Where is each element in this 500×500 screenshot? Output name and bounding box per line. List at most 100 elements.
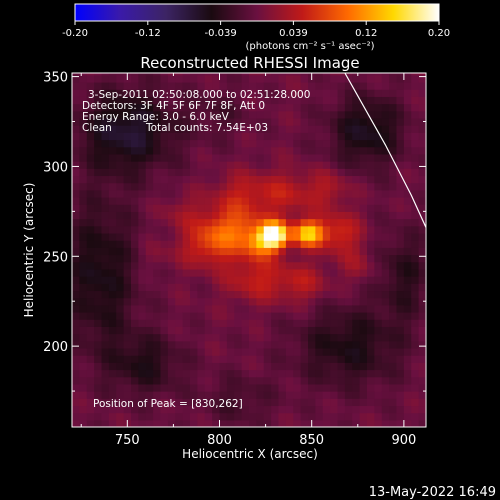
heatmap-cell xyxy=(271,161,280,169)
heatmap-cell xyxy=(175,225,184,234)
heatmap-cell xyxy=(219,412,228,421)
heatmap-cell xyxy=(153,218,162,227)
heatmap-cell xyxy=(330,326,339,335)
heatmap-cell xyxy=(175,218,184,227)
heatmap-cell xyxy=(367,73,375,76)
heatmap-cell xyxy=(352,103,361,112)
heatmap-cell xyxy=(79,110,88,119)
heatmap-cell xyxy=(226,290,235,299)
heatmap-cell xyxy=(86,326,95,335)
heatmap-cell xyxy=(116,117,125,126)
heatmap-cell xyxy=(381,189,390,198)
heatmap-cell xyxy=(123,232,132,241)
heatmap-cell xyxy=(389,211,398,220)
heatmap-cell xyxy=(131,153,139,162)
heatmap-cell xyxy=(190,283,198,292)
heatmap-cell xyxy=(389,74,398,83)
heatmap-cell xyxy=(131,391,139,399)
heatmap-cell xyxy=(175,232,184,241)
heatmap-cell xyxy=(271,211,280,220)
heatmap-cell xyxy=(359,117,368,126)
heatmap-cell xyxy=(278,355,287,363)
heatmap-cell xyxy=(263,247,272,256)
heatmap-cell xyxy=(197,103,206,112)
heatmap-cell xyxy=(101,333,110,342)
heatmap-cell xyxy=(131,383,139,392)
heatmap-cell xyxy=(330,419,339,427)
heatmap-cell xyxy=(234,110,243,119)
heatmap-cell xyxy=(396,398,405,407)
heatmap-cell xyxy=(293,189,302,198)
heatmap-cell xyxy=(190,398,198,407)
heatmap-cell xyxy=(123,117,132,126)
heatmap-cell xyxy=(330,73,339,76)
heatmap-cell xyxy=(131,412,139,421)
heatmap-cell xyxy=(403,261,412,270)
heatmap-cell xyxy=(226,139,235,148)
heatmap-cell xyxy=(72,125,80,133)
heatmap-cell xyxy=(411,297,420,306)
heatmap-cell xyxy=(337,146,346,155)
heatmap-cell xyxy=(344,103,353,112)
heatmap-cell xyxy=(226,132,235,141)
heatmap-cell xyxy=(101,311,110,320)
heatmap-cell xyxy=(108,74,117,83)
heatmap-cell xyxy=(403,74,412,83)
heatmap-cell xyxy=(160,103,169,112)
heatmap-cell xyxy=(182,333,191,342)
heatmap-cell xyxy=(234,132,243,141)
heatmap-cell xyxy=(418,153,426,162)
heatmap-cell xyxy=(367,146,375,155)
heatmap-cell xyxy=(344,225,353,234)
heatmap-cell xyxy=(241,125,250,133)
heatmap-cell xyxy=(153,240,162,248)
heatmap-cell xyxy=(418,132,426,141)
heatmap-cell xyxy=(116,261,125,270)
heatmap-cell xyxy=(418,297,426,306)
heatmap-cell xyxy=(249,74,257,83)
heatmap-cell xyxy=(300,276,309,284)
heatmap-cell xyxy=(138,340,147,349)
heatmap-cell xyxy=(278,412,287,421)
heatmap-cell xyxy=(131,297,139,306)
heatmap-cell xyxy=(116,74,125,83)
heatmap-cell xyxy=(145,261,154,270)
heatmap-cell xyxy=(160,175,169,184)
heatmap-cell xyxy=(322,175,331,184)
heatmap-cell xyxy=(374,73,383,76)
heatmap-cell xyxy=(72,96,80,105)
heatmap-cell xyxy=(79,218,88,227)
heatmap-cell xyxy=(315,189,324,198)
heatmap-cell xyxy=(108,211,117,220)
heatmap-cell xyxy=(145,110,154,119)
heatmap-cell xyxy=(322,240,331,248)
heatmap-cell xyxy=(94,247,103,256)
heatmap-cell xyxy=(367,232,375,241)
heatmap-cell xyxy=(160,81,169,90)
heatmap-cell xyxy=(344,261,353,270)
heatmap-cell xyxy=(86,276,95,284)
heatmap-cell xyxy=(72,175,80,184)
heatmap-cell xyxy=(167,254,176,263)
heatmap-cell xyxy=(94,254,103,263)
heatmap-cell xyxy=(315,240,324,248)
heatmap-cell xyxy=(138,232,147,241)
heatmap-cell xyxy=(308,204,316,212)
heatmap-cell xyxy=(418,73,426,76)
heatmap-cell xyxy=(79,225,88,234)
heatmap-cell xyxy=(278,276,287,284)
heatmap-cell xyxy=(204,297,213,306)
heatmap-cell xyxy=(241,211,250,220)
heatmap-cell xyxy=(212,182,221,191)
heatmap-cell xyxy=(234,283,243,292)
heatmap-cell xyxy=(381,211,390,220)
annotation-energy: Energy Range: 3.0 - 6.0 keV xyxy=(82,111,230,123)
heatmap-cell xyxy=(300,225,309,234)
heatmap-cell xyxy=(278,297,287,306)
heatmap-cell xyxy=(308,96,316,105)
heatmap-cell xyxy=(197,254,206,263)
heatmap-cell xyxy=(190,419,198,427)
heatmap-cell xyxy=(330,189,339,198)
heatmap-cell xyxy=(389,117,398,126)
heatmap-cell xyxy=(411,196,420,205)
